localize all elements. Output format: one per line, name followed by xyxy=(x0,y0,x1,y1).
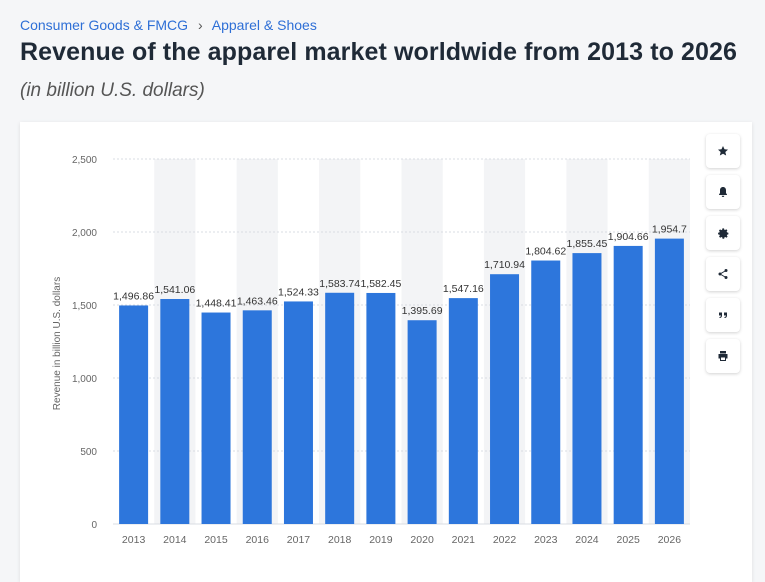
bar xyxy=(613,245,643,524)
x-tick-label: 2016 xyxy=(246,534,270,546)
bar xyxy=(448,298,478,524)
x-tick-label: 2024 xyxy=(575,534,599,546)
y-tick-label: 1,500 xyxy=(72,301,97,312)
quote-icon xyxy=(719,312,727,318)
breadcrumb-category-link[interactable]: Consumer Goods & FMCG xyxy=(20,17,189,33)
bar-value-label: 1,547.16 xyxy=(443,283,484,295)
breadcrumb: Consumer Goods & FMCG › Apparel & Shoes xyxy=(20,17,317,33)
chart-card: 0 500 1,000 1,500 2,000 2,500 Revenue in billi… xyxy=(20,122,752,582)
print-button[interactable] xyxy=(706,339,740,373)
bar xyxy=(325,292,355,524)
bar xyxy=(654,238,684,524)
bar xyxy=(119,305,149,524)
x-tick-label: 2017 xyxy=(287,534,311,546)
bar-chart: 0 500 1,000 1,500 2,000 2,500 Revenue in billi… xyxy=(52,155,690,546)
bar xyxy=(572,253,602,524)
y-tick-label: 1,000 xyxy=(72,374,97,385)
bar-value-label: 1,524.33 xyxy=(278,286,319,298)
bar-value-label: 1,904.66 xyxy=(608,231,649,243)
bar-value-label: 1,463.46 xyxy=(237,295,278,307)
breadcrumb-subcategory-link[interactable]: Apparel & Shoes xyxy=(211,17,317,33)
cite-button[interactable] xyxy=(706,298,740,332)
bar xyxy=(160,299,190,524)
x-tick-label: 2020 xyxy=(410,534,434,546)
bar-value-label: 1,710.94 xyxy=(484,259,525,271)
notification-button[interactable] xyxy=(706,175,740,209)
bar-value-label: 1,541.06 xyxy=(154,284,195,296)
breadcrumb-separator: › xyxy=(197,17,203,33)
y-axis-title: Revenue in billion U.S. dollars xyxy=(52,277,63,410)
page-title: Revenue of the apparel market worldwide … xyxy=(20,38,738,66)
bell-icon xyxy=(719,187,727,197)
chart-toolbar xyxy=(706,134,740,380)
x-tick-label: 2025 xyxy=(616,534,640,546)
x-tick-label: 2018 xyxy=(328,534,352,546)
bar-value-label: 1,583.74 xyxy=(319,278,360,290)
bar xyxy=(201,312,231,524)
settings-button[interactable] xyxy=(706,216,740,250)
x-tick-label: 2019 xyxy=(369,534,393,546)
favorite-button[interactable] xyxy=(706,134,740,168)
star-icon xyxy=(718,146,728,156)
y-tick-label: 500 xyxy=(80,447,97,458)
x-tick-label: 2022 xyxy=(493,534,517,546)
bar-value-label: 1,496.86 xyxy=(113,290,154,302)
bar xyxy=(366,292,396,524)
bar-value-label: 1,448.41 xyxy=(196,298,237,310)
bar-value-label: 1,582.45 xyxy=(360,278,401,290)
bar-value-label: 1,855.45 xyxy=(567,238,608,250)
bar-value-label: 1,395.69 xyxy=(402,305,443,317)
x-tick-label: 2013 xyxy=(122,534,146,546)
share-icon xyxy=(718,269,728,279)
gear-icon xyxy=(717,227,728,239)
bar xyxy=(407,320,437,524)
bar xyxy=(242,310,272,524)
share-button[interactable] xyxy=(706,257,740,291)
x-tick-label: 2014 xyxy=(163,534,187,546)
bar xyxy=(283,301,313,524)
y-tick-label: 2,000 xyxy=(72,228,97,239)
x-tick-label: 2021 xyxy=(452,534,476,546)
bar xyxy=(490,274,520,524)
print-icon xyxy=(718,351,728,361)
x-tick-label: 2015 xyxy=(204,534,228,546)
bar xyxy=(531,260,561,524)
bar-value-label: 1,954.7 xyxy=(652,224,687,236)
bar-value-label: 1,804.62 xyxy=(525,246,566,258)
x-tick-label: 2026 xyxy=(658,534,682,546)
y-tick-label: 2,500 xyxy=(72,155,97,166)
page-subtitle: (in billion U.S. dollars) xyxy=(20,80,205,101)
y-tick-label: 0 xyxy=(91,520,97,531)
x-tick-label: 2023 xyxy=(534,534,558,546)
